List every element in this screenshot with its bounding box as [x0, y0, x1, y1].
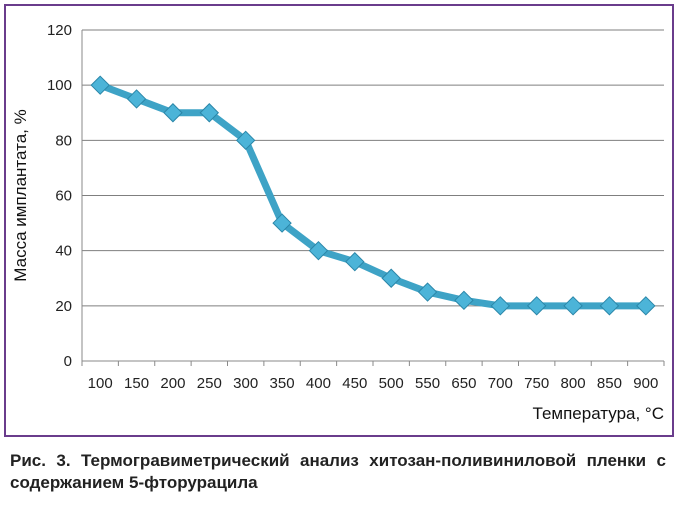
line-chart: 0 20 40 60 80 100 120 100 150 200 250 300 350 400 450 5…	[11, 22, 665, 423]
y-tick-label: 20	[55, 298, 72, 315]
y-tick-label: 100	[47, 77, 72, 94]
x-tick-label: 650	[451, 375, 476, 392]
data-point	[126, 89, 147, 109]
series-line	[96, 81, 650, 310]
x-tick-label: 800	[561, 375, 586, 392]
y-tick-label: 40	[55, 243, 72, 260]
y-tick-label: 60	[55, 188, 72, 205]
x-tick-label: 300	[233, 375, 258, 392]
x-tick-label: 700	[488, 375, 513, 392]
x-axis-title: Температура, °С	[533, 404, 664, 423]
data-point	[636, 296, 656, 316]
data-point	[90, 75, 110, 95]
data-point	[272, 213, 292, 233]
x-tick-label: 500	[379, 375, 404, 392]
x-tick-label: 550	[415, 375, 440, 392]
data-point	[490, 296, 511, 316]
data-point	[308, 240, 329, 261]
chart-frame: 0 20 40 60 80 100 120 100 150 200 250 300 350 400 450 5…	[4, 4, 674, 437]
data-point	[199, 103, 220, 123]
data-point	[235, 130, 256, 151]
y-tick-label: 0	[64, 353, 72, 370]
x-tick-label: 250	[197, 375, 222, 392]
figure-caption: Рис. 3. Термогравиметрический анализ хит…	[10, 451, 666, 492]
data-point	[526, 296, 547, 316]
x-tick-label: 450	[342, 375, 367, 392]
data-point	[417, 282, 438, 302]
x-tick-label: 850	[597, 375, 622, 392]
x-tick-label: 350	[270, 375, 295, 392]
data-point	[563, 296, 583, 316]
x-tick-label: 200	[160, 375, 185, 392]
x-tick-label: 750	[524, 375, 549, 392]
x-tick-label: 100	[88, 375, 113, 392]
y-axis-title: Масса имплантата, %	[11, 109, 30, 281]
data-point	[454, 290, 474, 311]
data-point	[381, 268, 401, 288]
data-point	[599, 296, 620, 316]
x-tick-label: 400	[306, 375, 331, 392]
y-tick-label: 120	[47, 22, 72, 39]
y-tick-label: 80	[55, 132, 72, 149]
x-tick-label: 150	[124, 375, 149, 392]
x-tick-label: 900	[633, 375, 658, 392]
data-point	[345, 251, 365, 272]
data-point	[163, 103, 183, 123]
